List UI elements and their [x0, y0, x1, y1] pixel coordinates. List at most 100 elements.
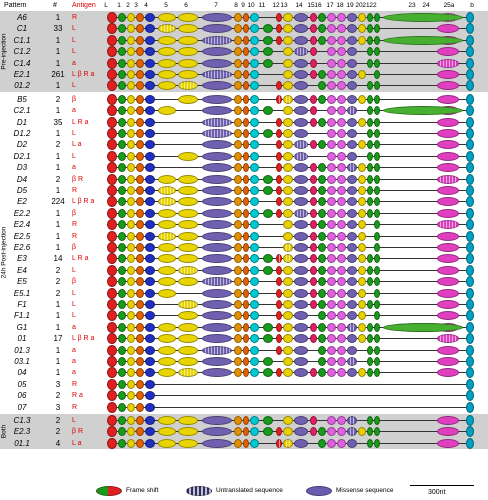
- exon-9-segment: [243, 94, 249, 104]
- pattern-row: E5 2 β: [0, 276, 488, 288]
- exon-15-segment: [310, 300, 317, 309]
- exon-25a-segment: [437, 220, 459, 230]
- exon-8-segment: [234, 140, 242, 150]
- exon-19-segment: [347, 368, 357, 378]
- exon-b-segment: [466, 219, 474, 231]
- exon-8-segment: [234, 13, 242, 22]
- exon-9-segment: [243, 334, 249, 344]
- exon-1-segment: [118, 220, 126, 230]
- exon-23-segment: [383, 106, 463, 116]
- exon-4-segment: [145, 197, 155, 207]
- exon-14-segment: [294, 81, 308, 91]
- exon-header-8: 8: [234, 2, 238, 9]
- exon-14-segment: [294, 106, 308, 116]
- exon-9-segment: [243, 151, 249, 161]
- exon-21-segment: [367, 151, 373, 161]
- exon-25a-segment: [437, 151, 459, 161]
- exon-15-segment: [310, 47, 317, 57]
- exon-14-segment: [294, 220, 308, 230]
- exon-13-segment: [283, 254, 293, 264]
- exon-12-segment: [276, 254, 282, 264]
- pattern-row: 01.3 1 a: [0, 344, 488, 356]
- exon-1-segment: [118, 47, 126, 57]
- pattern-row: E2.5 1 R: [0, 230, 488, 242]
- exon-18-segment: [337, 438, 346, 448]
- exon-b-segment: [466, 207, 474, 219]
- exon-13-segment: [283, 368, 293, 378]
- exon-9-segment: [243, 220, 249, 230]
- exon-19-segment: [347, 47, 357, 57]
- exon-20-segment: [358, 70, 366, 79]
- exon-7-segment: [202, 163, 232, 173]
- exon-13-segment: [283, 197, 293, 207]
- group-label: Both: [0, 424, 8, 439]
- exon-18-segment: [337, 322, 346, 332]
- exon-4-segment: [145, 300, 155, 309]
- exon-9-segment: [243, 416, 249, 425]
- exon-4-segment: [145, 208, 155, 218]
- exon-16-segment: [318, 117, 326, 127]
- exon-1-segment: [118, 427, 126, 437]
- exon-1-segment: [118, 322, 126, 332]
- antigen-label: R a: [72, 392, 83, 400]
- exon-2-segment: [127, 357, 135, 366]
- exon-13-segment: [283, 58, 293, 68]
- antigen-label: a: [72, 59, 76, 67]
- exon-3-segment: [136, 368, 144, 378]
- exon-10-segment: [250, 186, 259, 195]
- exon-10-segment: [250, 357, 259, 366]
- exon-18-segment: [337, 13, 346, 22]
- exon-3-segment: [136, 288, 144, 298]
- exon-5-segment: [158, 368, 176, 378]
- exon-7-segment: [202, 322, 232, 332]
- exon-22-segment: [374, 322, 380, 332]
- exon-17-segment: [327, 35, 336, 45]
- exon-L-segment: [107, 57, 117, 69]
- exon-10-segment: [250, 300, 259, 309]
- exon-b-segment: [466, 415, 474, 426]
- exon-25a-segment: [437, 24, 459, 34]
- exon-13-segment: [283, 70, 293, 79]
- exon-9-segment: [243, 311, 249, 321]
- exon-1-segment: [118, 186, 126, 195]
- pattern-count: 1: [55, 220, 61, 230]
- exon-9-segment: [243, 345, 249, 355]
- exon-22-segment: [374, 81, 380, 91]
- antigen-label: a: [72, 323, 76, 331]
- exon-13-segment: [283, 265, 293, 275]
- exon-11-segment: [263, 47, 273, 57]
- exon-15-segment: [310, 174, 317, 184]
- exon-2-segment: [127, 379, 135, 389]
- pattern-count: 1: [55, 35, 61, 45]
- exon-12-segment: [276, 322, 282, 332]
- antigen-label: L a: [72, 141, 82, 149]
- exon-4-segment: [145, 368, 155, 378]
- exon-16-segment: [318, 357, 326, 366]
- exon-19-segment: [347, 277, 357, 287]
- pattern-row: E2.3 2 β R: [0, 426, 488, 438]
- exon-b-segment: [466, 333, 474, 345]
- exon-14-segment: [294, 208, 308, 218]
- exon-header-19: 19: [346, 2, 354, 9]
- exon-19-segment: [347, 427, 357, 437]
- antigen-label: L: [72, 36, 76, 44]
- exon-7-segment: [202, 357, 232, 366]
- exon-22-segment: [374, 265, 380, 275]
- pattern-row: E2 224 L β R a: [0, 196, 488, 208]
- exon-15-segment: [310, 231, 317, 241]
- exon-3-segment: [136, 231, 144, 241]
- exon-17-segment: [327, 81, 336, 91]
- exon-19-segment: [347, 288, 357, 298]
- exon-9-segment: [243, 13, 249, 22]
- pattern-row: E3 14 L R a: [0, 253, 488, 265]
- exon-L-segment: [107, 299, 117, 310]
- pattern-name: E3: [17, 254, 27, 264]
- pattern-name: E4: [17, 265, 27, 275]
- antigen-label: L: [72, 152, 76, 160]
- exon-header-17: 17: [326, 2, 334, 9]
- exon-8-segment: [234, 220, 242, 230]
- exon-3-segment: [136, 106, 144, 116]
- exon-21-segment: [367, 357, 373, 366]
- exon-20-segment: [358, 427, 366, 437]
- exon-18-segment: [337, 186, 346, 195]
